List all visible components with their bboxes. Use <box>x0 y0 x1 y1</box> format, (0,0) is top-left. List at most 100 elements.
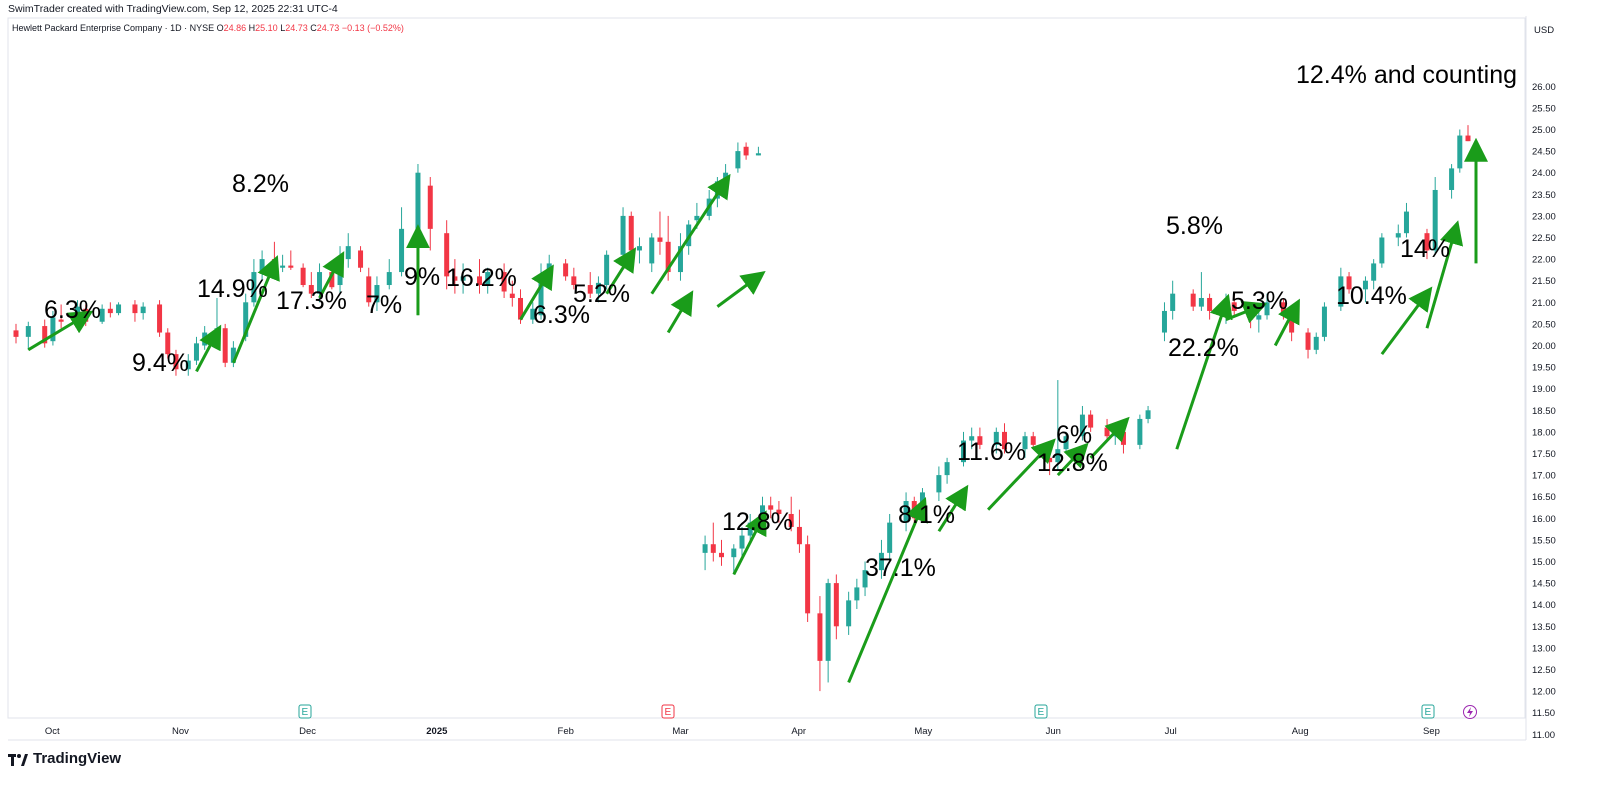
flash-icon <box>1467 707 1473 717</box>
earnings-marker[interactable] <box>1421 704 1435 719</box>
y-tick-label: 22.00 <box>1532 255 1556 266</box>
x-tick-label: 2025 <box>426 726 448 737</box>
symbol-legend: Hewlett Packard Enterprise Company · 1D … <box>12 23 404 33</box>
open-value: 24.86 <box>223 23 247 33</box>
tradingview-logo[interactable]: TradingView <box>8 750 121 767</box>
candle-body <box>58 319 64 322</box>
y-tick-label: 17.50 <box>1532 449 1556 460</box>
candle-body <box>805 544 811 614</box>
y-tick-label: 11.50 <box>1532 708 1555 719</box>
candle-body <box>854 587 860 601</box>
gain-arrow <box>232 255 280 364</box>
earnings-marker[interactable] <box>1034 704 1048 719</box>
gain-label: 12.8% <box>1037 449 1108 477</box>
gain-label: 8.1% <box>898 501 955 529</box>
candle-body <box>862 570 868 588</box>
candle-body <box>222 328 228 363</box>
earnings-marker-label: E <box>1425 707 1432 718</box>
candle-body <box>649 237 655 264</box>
candle-body <box>1346 276 1352 290</box>
candle-body <box>280 265 286 268</box>
gain-label: 6.3% <box>44 296 101 324</box>
x-tick-label: May <box>914 726 932 737</box>
gain-label: 9% <box>404 263 440 291</box>
candle-body <box>202 332 208 346</box>
gain-arrow <box>1056 442 1089 477</box>
tradingview-logo-text: TradingView <box>33 750 122 767</box>
y-tick-label: 20.00 <box>1532 341 1556 352</box>
y-tick-label: 19.50 <box>1532 363 1556 374</box>
candle-body <box>1465 135 1471 142</box>
gain-label: 8.2% <box>232 170 289 198</box>
y-tick-label: 17.00 <box>1532 471 1556 482</box>
x-tick-label: Nov <box>172 726 189 737</box>
gain-label: 7% <box>366 291 402 319</box>
candle-body <box>452 276 458 281</box>
gain-arrow <box>605 247 637 295</box>
candle-body <box>374 285 380 303</box>
x-tick-label: Feb <box>558 726 574 737</box>
candle-body <box>993 431 999 445</box>
y-tick-label: 14.00 <box>1532 600 1556 611</box>
y-tick-label: 21.50 <box>1532 276 1556 287</box>
candle-body <box>1120 431 1126 445</box>
candle-body <box>710 544 716 553</box>
high-value: 25.10 <box>255 23 278 33</box>
candle-body <box>230 347 236 363</box>
candle-body <box>1170 293 1176 311</box>
candle-body <box>140 306 146 314</box>
candle-body <box>460 276 466 281</box>
candle-body <box>132 304 138 314</box>
gain-label: 22.2% <box>1168 334 1239 362</box>
candle-body <box>1190 293 1196 307</box>
candle-body <box>386 272 392 286</box>
candle-body <box>1022 436 1028 450</box>
y-tick-label: 13.50 <box>1532 622 1556 633</box>
open-label: O <box>216 23 224 33</box>
candle-body <box>25 326 31 337</box>
candle-body <box>743 146 749 156</box>
candle-body <box>620 215 626 255</box>
candle-body <box>1137 418 1143 445</box>
gain-label: 5.8% <box>1166 212 1223 240</box>
candle-body <box>1432 189 1438 251</box>
y-tick-label: 23.00 <box>1532 211 1556 222</box>
candle-body <box>969 436 975 441</box>
gain-arrow <box>1175 293 1233 450</box>
gain-label: 14% <box>1400 235 1450 263</box>
y-tick-label: 15.00 <box>1532 557 1556 568</box>
gain-arrow <box>666 290 694 334</box>
candle-body <box>595 282 601 294</box>
candle-body <box>501 272 507 292</box>
candle-body <box>817 613 823 661</box>
candle-body <box>518 297 524 320</box>
candle-body <box>768 505 774 510</box>
candle-body <box>833 583 839 627</box>
tradingview-logo-icon <box>8 753 28 766</box>
candle-body <box>825 583 831 661</box>
candle-body <box>1362 280 1368 290</box>
symbol-name[interactable]: Hewlett Packard Enterprise Company · 1D … <box>12 23 215 33</box>
gain-arrow <box>650 173 731 295</box>
y-tick-label: 24.50 <box>1532 147 1556 158</box>
earnings-marker[interactable] <box>298 704 312 719</box>
candle-body <box>99 308 105 322</box>
x-tick-label: Mar <box>672 726 688 737</box>
candle-body <box>571 276 577 286</box>
earnings-marker[interactable] <box>661 704 675 719</box>
candle-body <box>193 343 199 361</box>
candle-body <box>1449 168 1455 190</box>
candle-body <box>702 544 708 553</box>
gain-label: 5.3% <box>1231 287 1288 315</box>
candle-body <box>399 228 405 273</box>
gain-arrow <box>847 497 928 684</box>
candle-body <box>604 254 610 286</box>
gain-arrow <box>1273 298 1300 347</box>
candle-body <box>1198 297 1204 307</box>
candle-body <box>1207 297 1213 311</box>
gain-label: 11.6% <box>957 438 1026 466</box>
candle-body <box>1395 233 1401 238</box>
candle-body <box>530 308 536 320</box>
candle-body <box>1231 302 1237 311</box>
